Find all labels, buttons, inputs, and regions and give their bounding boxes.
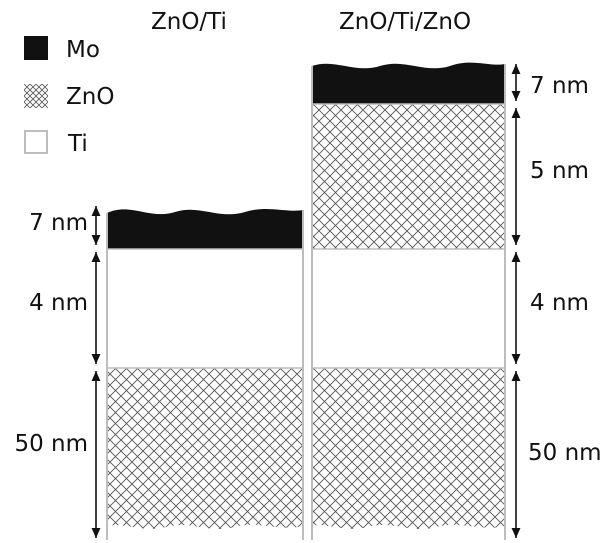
layer-zno-substrate [107, 368, 303, 530]
layer-ti [107, 249, 303, 368]
stack-title-zno-ti: ZnO/Ti [151, 9, 227, 35]
thickness-label-zno-capping: 5 nm [530, 158, 589, 184]
thickness-label-mo: 7 nm [530, 73, 589, 99]
mo-swatch [24, 36, 48, 60]
legend-item-ti: Ti [24, 130, 88, 157]
ti-swatch [24, 130, 48, 154]
thickness-label-ti: 4 nm [530, 290, 589, 316]
thickness-label-ti: 4 nm [29, 290, 88, 316]
layer-mo [312, 62, 505, 104]
stack-zno-ti-zno [311, 62, 506, 540]
layer-mo [107, 209, 303, 249]
legend-label-mo: Mo [66, 37, 100, 63]
legend-label-zno: ZnO [66, 84, 114, 110]
stack-zno-ti [106, 209, 304, 540]
thickness-label-zno: 50 nm [528, 440, 602, 466]
zno-swatch [24, 84, 48, 108]
thickness-label-mo: 7 nm [29, 210, 88, 236]
legend: Mo ZnO Ti [24, 36, 114, 157]
stack-title-zno-ti-zno: ZnO/Ti/ZnO [339, 9, 471, 35]
thickness-label-zno: 50 nm [14, 431, 88, 457]
legend-item-mo: Mo [24, 36, 100, 63]
layer-zno-substrate [312, 368, 505, 530]
legend-label-ti: Ti [67, 131, 88, 157]
legend-item-zno: ZnO [24, 84, 114, 110]
layer-ti [312, 249, 505, 368]
layer-zno-capping [312, 104, 505, 249]
